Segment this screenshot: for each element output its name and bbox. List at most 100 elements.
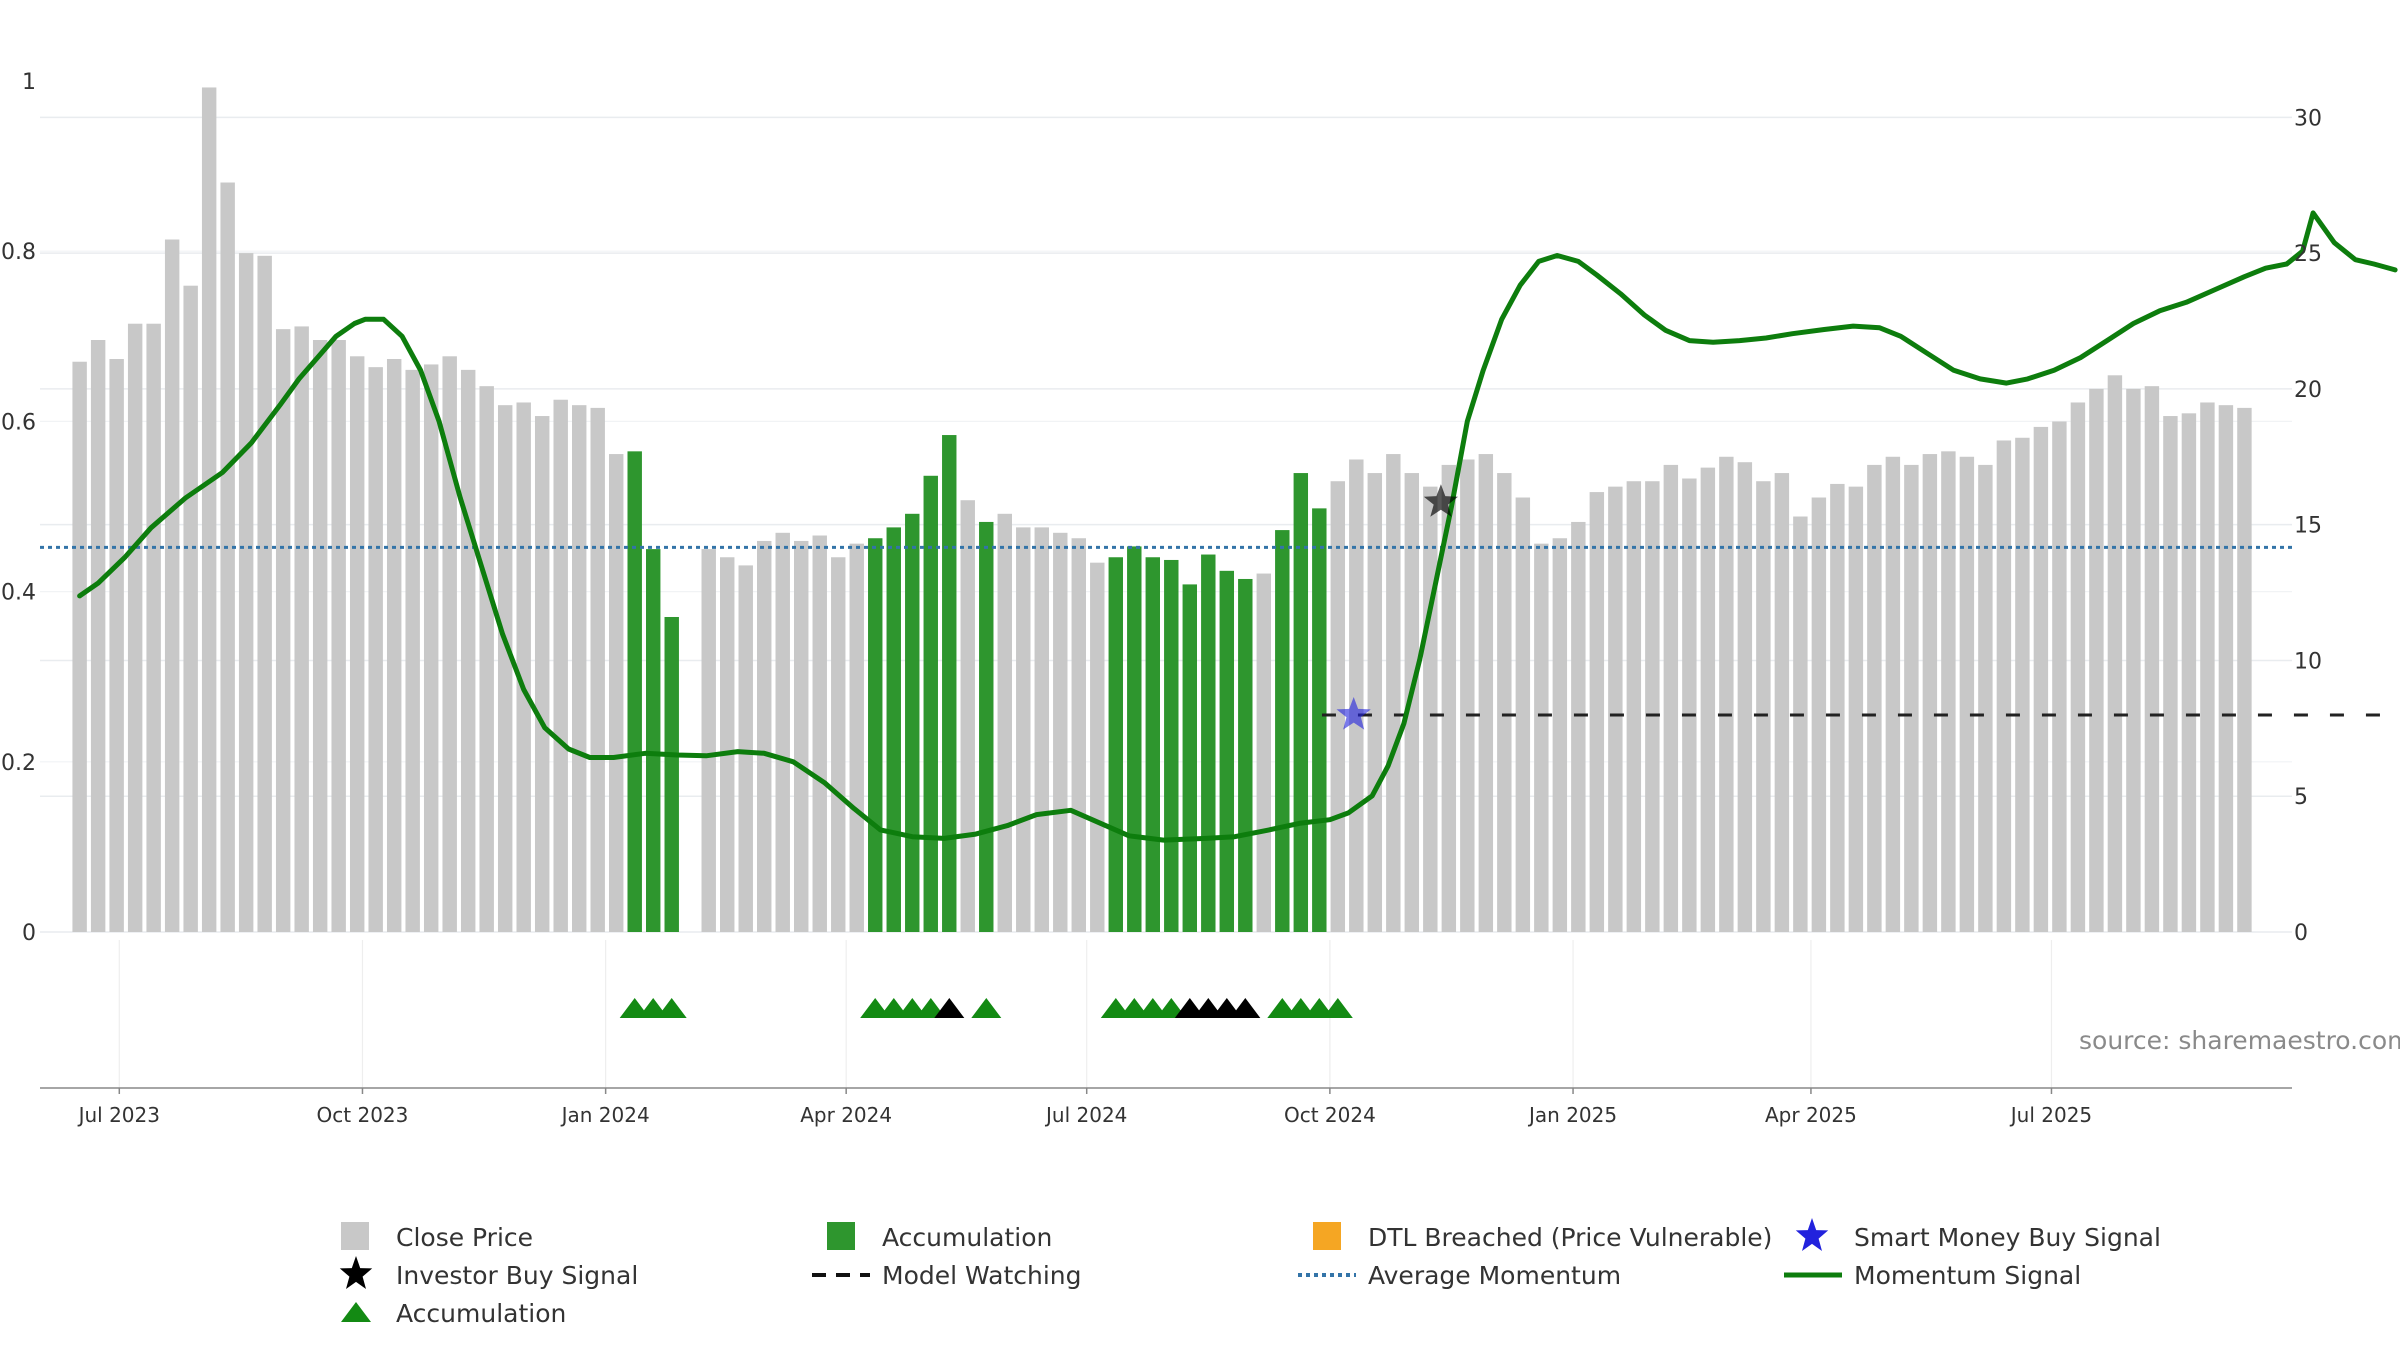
close-price-bar — [1367, 473, 1383, 932]
close-price-bar — [1867, 464, 1882, 932]
accumulation-bar — [1312, 508, 1327, 932]
close-price-bar — [72, 361, 87, 933]
close-price-bar — [1552, 538, 1568, 932]
legend-green-triangle-icon — [341, 1302, 371, 1322]
accumulation-triangle — [1322, 998, 1353, 1018]
accumulation-triangle — [971, 998, 1002, 1018]
close-price-bar — [1978, 464, 1993, 932]
close-price-bar — [1793, 516, 1808, 932]
x-tick-label: Jul 2025 — [2009, 1103, 2092, 1127]
legend: Close Price Accumulation DTL Breached (P… — [339, 1218, 2161, 1328]
close-price-bar — [1478, 454, 1494, 932]
accumulation-bar — [868, 538, 883, 932]
close-price-bar — [572, 405, 587, 932]
close-price-bar — [997, 513, 1012, 932]
close-price-bars — [72, 87, 2252, 933]
accumulation-bar — [886, 527, 901, 932]
close-price-bar — [2181, 413, 2197, 932]
x-tick-label: Apr 2024 — [800, 1103, 892, 1127]
close-price-bar — [1256, 573, 1272, 932]
close-price-bar — [1608, 486, 1623, 932]
accumulation-bar — [1145, 557, 1160, 932]
close-price-bar — [960, 500, 975, 932]
accumulation-triangle-black — [1230, 998, 1261, 1018]
y-left-tick-label: 1 — [22, 70, 36, 95]
signal-markers — [619, 484, 1458, 1018]
close-price-bar — [1682, 478, 1697, 932]
y-left-tick-label: 0.2 — [1, 751, 36, 776]
legend-swatch-accumulation — [827, 1222, 855, 1250]
legend-label-model-watching: Model Watching — [882, 1261, 1082, 1290]
close-price-bar — [1534, 543, 1549, 932]
close-price-bar — [1756, 481, 1771, 932]
accumulation-bar — [942, 435, 957, 932]
close-price-bar — [497, 405, 513, 932]
close-price-bar — [1941, 451, 1956, 932]
accumulation-bar — [646, 549, 661, 932]
momentum-lines — [40, 210, 2398, 843]
legend-label-accumulation-marker: Accumulation — [396, 1299, 566, 1328]
legend-label-smart-money: Smart Money Buy Signal — [1854, 1223, 2161, 1252]
close-price-bar — [1515, 497, 1531, 932]
close-price-bar — [1497, 473, 1512, 932]
close-price-bar — [1774, 473, 1790, 932]
close-price-bar — [1349, 459, 1364, 932]
x-tick-label: Jan 2024 — [560, 1103, 650, 1127]
close-price-bar — [831, 557, 846, 932]
close-price-bar — [1016, 527, 1031, 932]
close-price-bar — [1885, 456, 1901, 932]
close-price-bar — [1719, 456, 1734, 932]
close-price-bar — [2163, 416, 2178, 932]
accumulation-bar — [1275, 530, 1290, 932]
close-price-bar — [1959, 456, 1975, 932]
accumulation-bar — [664, 616, 679, 932]
legend-swatch-dtl-breached — [1313, 1222, 1341, 1250]
x-tick-label: Apr 2025 — [1765, 1103, 1857, 1127]
y-right-tick-label: 5 — [2294, 785, 2308, 810]
x-tick-label: Oct 2024 — [1284, 1103, 1376, 1127]
close-price-bar — [794, 540, 809, 932]
close-price-bar — [1460, 459, 1475, 932]
close-price-bar — [849, 543, 864, 932]
close-price-bar — [460, 369, 476, 932]
momentum-signal-line — [77, 210, 2398, 843]
accumulation-triangle — [656, 998, 687, 1018]
y-right-tick-label: 20 — [2294, 378, 2322, 403]
close-price-bar — [1626, 481, 1642, 932]
close-price-bar — [738, 565, 753, 932]
close-price-bar — [423, 364, 439, 932]
legend-label-average-momentum: Average Momentum — [1368, 1261, 1621, 1290]
close-price-bar — [1034, 527, 1049, 932]
close-price-bar — [1645, 481, 1660, 932]
legend-blue-star-icon — [1795, 1218, 1829, 1251]
close-price-bar — [146, 323, 161, 933]
close-price-bar — [2126, 388, 2141, 932]
close-price-bar — [812, 535, 827, 932]
close-price-bar — [1700, 467, 1716, 932]
legend-label-dtl-breached: DTL Breached (Price Vulnerable) — [1368, 1223, 1772, 1252]
y-right-tick-label: 25 — [2294, 242, 2322, 267]
smart-money-buy-star — [1336, 697, 1371, 730]
close-price-bar — [1090, 562, 1105, 932]
y-left-tick-label: 0.8 — [1, 240, 36, 265]
close-price-bar — [1737, 462, 1753, 932]
accumulation-bar — [1108, 557, 1123, 932]
legend-label-momentum-signal: Momentum Signal — [1854, 1261, 2081, 1290]
close-price-bar — [442, 356, 457, 932]
legend-black-star-icon — [339, 1256, 373, 1289]
close-price-bar — [201, 87, 217, 932]
close-price-bar — [1904, 464, 1919, 932]
x-tick-label: Oct 2023 — [317, 1103, 409, 1127]
close-price-bar — [1071, 538, 1086, 932]
accumulation-bar — [1219, 570, 1235, 932]
y-left-tick-label: 0.4 — [1, 581, 36, 606]
close-price-bar — [1996, 440, 2012, 932]
close-price-bar — [2107, 375, 2123, 932]
accumulation-bar — [1182, 584, 1197, 932]
close-price-bar — [2218, 405, 2234, 932]
close-price-bar — [1441, 464, 1457, 932]
close-price-bar — [2200, 402, 2215, 933]
y-right-tick-label: 30 — [2294, 106, 2322, 131]
close-price-bar — [720, 557, 735, 932]
